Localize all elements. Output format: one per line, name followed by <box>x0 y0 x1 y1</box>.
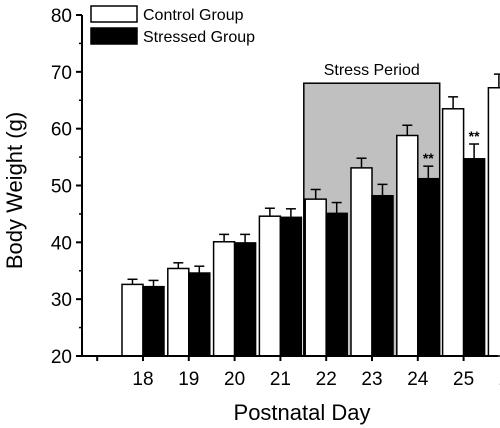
bar-control <box>487 86 500 357</box>
legend: Control Group Stressed Group <box>90 5 255 46</box>
ticks-layer: 20 30 40 50 60 70 80 18 19 20 21 22 23 24 25 26 <box>51 6 500 390</box>
x-axis-title: Postnatal Day <box>234 400 371 425</box>
bar-stressed <box>462 158 486 357</box>
y-tick-label: 60 <box>51 120 72 141</box>
bar-stressed <box>279 216 303 357</box>
bars-layer: ****** <box>121 73 500 357</box>
x-tick-label: 19 <box>178 369 199 390</box>
y-tick-label: 50 <box>51 177 72 198</box>
bar-control <box>350 167 373 357</box>
significance-marker: ** <box>469 128 480 144</box>
bar-control <box>396 134 419 357</box>
y-tick-label: 70 <box>51 63 72 84</box>
bar-stressed <box>417 177 440 357</box>
x-tick-label: 23 <box>361 369 382 390</box>
bar-stressed <box>233 242 257 357</box>
legend-swatch-control <box>90 5 138 23</box>
bar-control <box>304 198 327 357</box>
y-tick-label: 30 <box>51 290 72 311</box>
x-tick-label: 26 <box>499 369 500 390</box>
bar-stressed <box>188 272 211 357</box>
y-tick-label: 80 <box>51 6 72 27</box>
x-tick-label: 24 <box>407 369 429 390</box>
bar-control <box>167 267 190 357</box>
bar-control <box>441 108 465 357</box>
x-tick-label: 18 <box>132 369 153 390</box>
legend-label-control: Control Group <box>143 7 244 24</box>
bar-stressed <box>371 194 394 357</box>
x-tick-label: 20 <box>224 369 245 390</box>
y-tick-label: 20 <box>51 347 72 368</box>
bar-stressed <box>142 285 165 357</box>
bar-control <box>212 241 236 357</box>
bar-control <box>121 283 144 357</box>
x-tick-label: 21 <box>270 369 291 390</box>
stress-period-label: Stress Period <box>324 62 420 79</box>
x-tick-label: 22 <box>316 369 337 390</box>
bar-stressed <box>325 212 348 357</box>
y-axis-title: Body Weight (g) <box>2 112 27 269</box>
y-tick-label: 40 <box>51 233 72 254</box>
legend-swatch-stressed <box>90 27 138 45</box>
significance-marker: ** <box>423 150 434 166</box>
x-tick-label: 25 <box>453 369 474 390</box>
legend-label-stressed: Stressed Group <box>143 29 255 46</box>
bar-control <box>258 215 282 357</box>
